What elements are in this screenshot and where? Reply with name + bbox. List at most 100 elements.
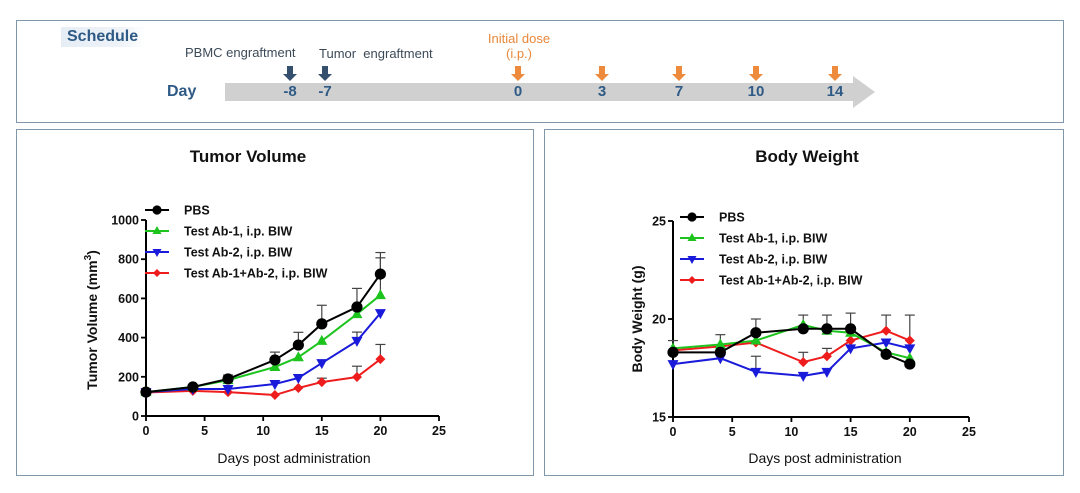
data-point: [687, 233, 697, 241]
x-tick-label: 20: [903, 425, 917, 439]
x-axis-title: Days post administration: [748, 450, 901, 466]
data-point: [187, 381, 199, 393]
day-tick: 3: [597, 83, 607, 100]
y-tick-label: 200: [118, 370, 139, 384]
event-label-tumor: Tumor engraftment: [319, 46, 433, 61]
data-point: [688, 276, 696, 284]
y-tick-label: 400: [118, 331, 139, 345]
day-tick: 14: [826, 83, 844, 100]
initial-dose-route: (i.p.): [506, 46, 532, 61]
timeline-bar: [225, 83, 853, 101]
data-point: [714, 346, 726, 358]
data-point: [797, 323, 809, 335]
data-point: [798, 357, 809, 368]
data-point: [269, 380, 281, 391]
data-point: [269, 390, 280, 401]
x-tick-label: 0: [670, 425, 677, 439]
series-line: [145, 312, 382, 394]
series-line-0: [667, 323, 916, 370]
data-point: [845, 344, 857, 355]
down-arrow-icon: [511, 66, 525, 81]
data-point: [374, 268, 386, 280]
data-point: [750, 367, 762, 378]
down-arrow-icon: [672, 66, 686, 81]
day-tick: 10: [747, 83, 765, 100]
data-point: [292, 339, 304, 351]
legend-label: Test Ab-2, i.p. BIW: [184, 246, 293, 260]
data-point: [140, 386, 152, 398]
legend-label: PBS: [719, 211, 745, 225]
data-point: [269, 361, 281, 371]
y-tick-label: 20: [652, 313, 666, 327]
data-point: [687, 212, 697, 222]
down-arrow-icon: [318, 66, 332, 81]
series-line-1: [667, 318, 916, 363]
event-label-pbmc: PBMC engraftment: [185, 45, 296, 60]
data-point: [750, 327, 762, 339]
schedule-title: Schedule: [61, 27, 147, 47]
day-tick: 0: [513, 83, 523, 100]
data-point: [292, 351, 304, 362]
x-tick-label: 25: [432, 424, 446, 438]
data-point: [293, 382, 304, 393]
data-point: [374, 309, 386, 320]
data-point: [316, 334, 328, 345]
data-point: [351, 308, 363, 319]
y-tick-label: 0: [132, 410, 139, 424]
event-label-initial-dose: Initial dose (i.p.): [479, 31, 559, 61]
chart-title: Tumor Volume: [190, 147, 307, 166]
plot-layer: 0 5 10 15 20 25 0 200 400 600 800 1000 PBS Test Ab-1,…: [111, 204, 446, 439]
down-arrow-icon: [749, 66, 763, 81]
tumor-volume-chart: Tumor Volume Days post administration Tu…: [83, 147, 446, 466]
y-axis-title-end: ): [84, 250, 100, 255]
data-point: [687, 256, 697, 264]
legend: PBS Test Ab-1, i.p. BIW Test Ab-2, i.p. BI…: [145, 204, 328, 281]
data-point: [904, 358, 916, 370]
data-point: [153, 269, 161, 277]
data-point: [152, 205, 162, 215]
legend-label: PBS: [184, 204, 210, 218]
y-axis-title: Body Weight (g): [629, 265, 645, 372]
data-point: [222, 384, 234, 395]
data-point: [351, 371, 362, 382]
series-line-2: [667, 338, 916, 382]
data-point: [821, 367, 833, 378]
plot-layer: 0 5 10 15 20 25 15 20 25 PBS Test Ab-1, i.p. BIW Te…: [652, 211, 976, 440]
series-line: [145, 294, 382, 394]
y-tick-label: 15: [652, 411, 666, 425]
day-tick: -7: [318, 83, 332, 100]
series-line-2: [140, 309, 386, 399]
down-arrow-icon: [595, 66, 609, 81]
x-tick-label: 20: [373, 424, 387, 438]
data-point: [269, 354, 281, 366]
series-line: [145, 273, 382, 394]
data-point: [667, 346, 679, 358]
data-point: [904, 344, 916, 355]
data-point: [880, 348, 892, 360]
y-tick-label: 600: [118, 292, 139, 306]
x-tick-label: 10: [784, 425, 798, 439]
body-weight-panel: Body Weight Days post administration Bod…: [544, 129, 1064, 476]
x-tick-label: 5: [729, 425, 736, 439]
y-axis-title-superscript: 3: [83, 254, 94, 260]
data-point: [845, 335, 856, 346]
legend-label: Test Ab-1+Ab-2, i.p. BIW: [184, 267, 328, 281]
series-line: [145, 358, 382, 397]
data-point: [667, 360, 679, 371]
x-tick-label: 0: [143, 424, 150, 438]
data-point: [880, 338, 892, 349]
y-tick-label: 25: [652, 215, 666, 229]
legend-label: Test Ab-2, i.p. BIW: [719, 253, 828, 267]
data-point: [351, 301, 363, 313]
series-line: [672, 341, 911, 377]
data-point: [316, 359, 328, 370]
x-axis-title: Days post administration: [217, 450, 370, 466]
data-point: [821, 323, 833, 335]
data-point: [316, 318, 328, 330]
data-point: [881, 325, 892, 336]
series-line-1: [140, 289, 386, 397]
down-arrow-icon: [828, 66, 842, 81]
data-point: [375, 354, 386, 365]
down-arrow-icon: [283, 66, 297, 81]
data-point: [714, 338, 726, 349]
